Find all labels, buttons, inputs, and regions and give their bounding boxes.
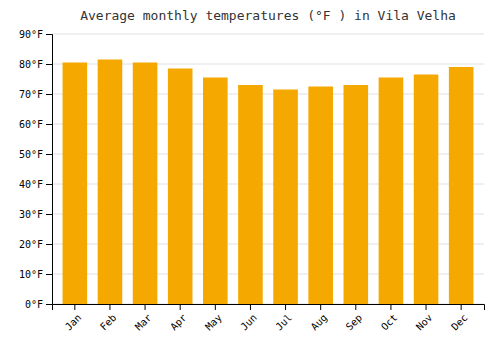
tick: 70°F: [19, 89, 52, 100]
tick: Apr: [168, 304, 189, 332]
tick: 60°F: [19, 119, 52, 130]
tick-label: 0°F: [25, 299, 43, 310]
bar: [168, 69, 193, 305]
tick-mark: [390, 304, 391, 310]
tick: 80°F: [19, 59, 52, 70]
title: Average monthly temperatures (°F ) in Vi…: [80, 8, 456, 23]
tick-mark: [46, 124, 52, 125]
tick: 90°F: [19, 29, 52, 40]
tick-label: Oct: [379, 312, 400, 333]
tick-mark: [46, 94, 52, 95]
tick-label: Nov: [414, 312, 435, 333]
tick: 50°F: [19, 149, 52, 160]
tick: Feb: [98, 304, 119, 332]
bar: [203, 78, 228, 305]
axis-line: [53, 305, 485, 311]
bar: [308, 87, 333, 305]
grid: [52, 34, 484, 304]
bar: [379, 78, 404, 305]
tick-mark: [285, 304, 286, 310]
tick-label: 80°F: [19, 59, 43, 70]
tick-mark: [46, 274, 52, 275]
tick-label: Jul: [273, 312, 294, 333]
tick-mark: [46, 184, 52, 185]
tick: Oct: [379, 304, 400, 332]
tick: Sep: [344, 304, 365, 332]
tick-label: Dec: [449, 312, 470, 333]
tick-mark: [145, 304, 146, 310]
tick-label: Feb: [98, 312, 119, 333]
bar: [133, 63, 158, 305]
bar: [414, 75, 439, 305]
tick-mark: [355, 304, 356, 310]
tick: Jan: [63, 304, 84, 332]
tick: 10°F: [19, 269, 52, 280]
tick: Nov: [414, 304, 435, 332]
tick-label: 90°F: [19, 29, 43, 40]
tick-label: Mar: [133, 312, 154, 333]
tick-mark: [180, 304, 181, 310]
x-axis: Jan Feb Mar Apr May Jun Jul Aug Sep Oct Nov Dec: [53, 304, 485, 332]
tick-label: Sep: [344, 312, 365, 333]
tick-label: 60°F: [19, 119, 43, 130]
tick: 40°F: [19, 179, 52, 190]
tick-mark: [109, 304, 110, 310]
tick-mark: [215, 304, 216, 310]
tick-label: 40°F: [19, 179, 43, 190]
plot: 0°F 10°F 20°F 30°F 40°F 50°F 60°F 70°F 80°F 90°F J…: [19, 29, 485, 333]
tick-mark: [426, 304, 427, 310]
tick: Jun: [238, 304, 259, 332]
tick-mark: [46, 34, 52, 35]
tick-label: 20°F: [19, 239, 43, 250]
bar: [449, 67, 474, 304]
tick-label: Jun: [238, 312, 259, 333]
tick: 20°F: [19, 239, 52, 250]
tick: May: [203, 304, 224, 332]
bar: [238, 85, 263, 304]
tick-mark: [461, 304, 462, 310]
tick: Jul: [273, 304, 294, 332]
tick-label: 50°F: [19, 149, 43, 160]
tick-mark: [74, 304, 75, 310]
tick-mark: [250, 304, 251, 310]
tick-label: May: [203, 312, 224, 333]
bar: [344, 85, 369, 304]
tick: Dec: [449, 304, 470, 332]
chart: 0°F 10°F 20°F 30°F 40°F 50°F 60°F 70°F 80°F 90°F J…: [0, 0, 500, 350]
tick: Mar: [133, 304, 154, 332]
tick-label: 70°F: [19, 89, 43, 100]
tick-label: 30°F: [19, 209, 43, 220]
tick-mark: [46, 304, 52, 305]
tick-label: Apr: [168, 312, 189, 333]
tick-label: Aug: [309, 312, 330, 333]
tick: Aug: [309, 304, 330, 332]
bar: [98, 60, 123, 305]
tick-label: Jan: [63, 312, 84, 333]
axis-line: [46, 35, 53, 305]
tick-label: 10°F: [19, 269, 43, 280]
grid-line: [52, 34, 484, 35]
tick-mark: [46, 244, 52, 245]
tick: 0°F: [25, 299, 52, 310]
bar: [273, 90, 298, 305]
tick-mark: [46, 64, 52, 65]
y-axis: 0°F 10°F 20°F 30°F 40°F 50°F 60°F 70°F 80°F 90°F: [19, 29, 53, 310]
tick-mark: [46, 214, 52, 215]
bars: [63, 60, 474, 305]
bar: [63, 63, 88, 305]
tick: 30°F: [19, 209, 52, 220]
tick-mark: [46, 154, 52, 155]
tick-mark: [320, 304, 321, 310]
